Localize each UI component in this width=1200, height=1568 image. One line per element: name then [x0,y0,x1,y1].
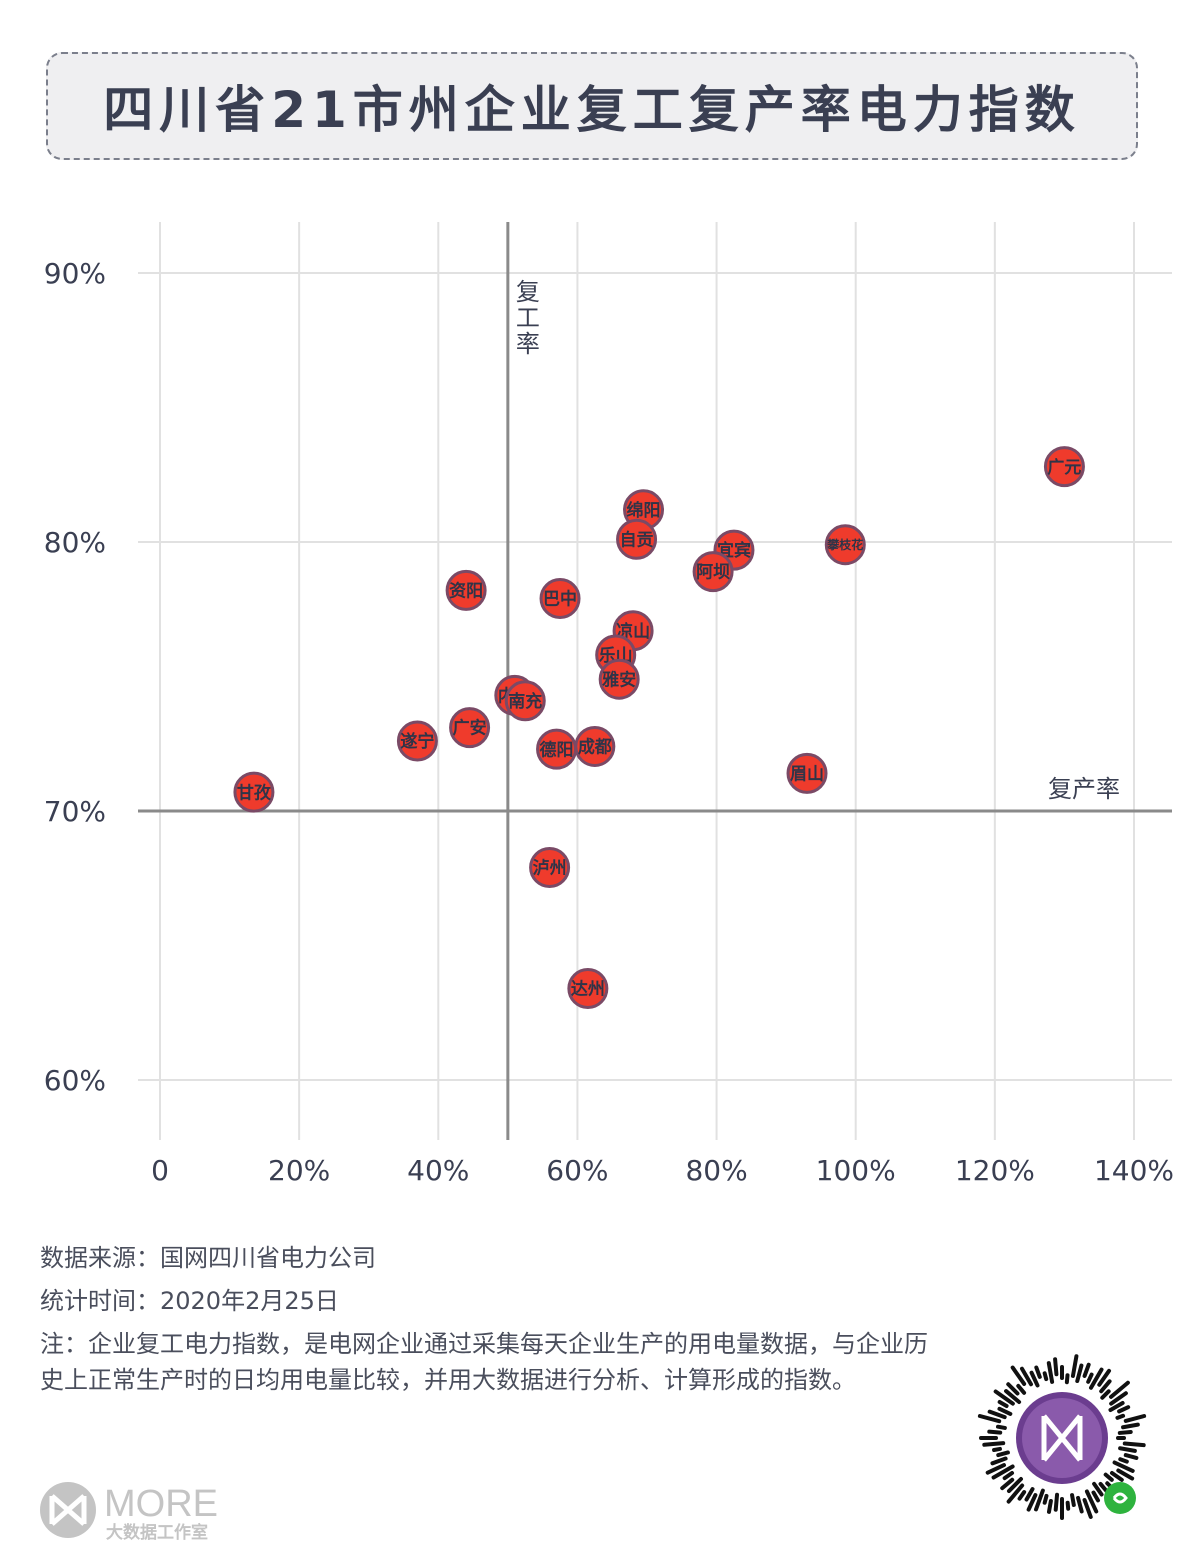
point-label: 自贡 [620,529,654,550]
data-point: 德阳 [536,728,578,770]
y-tick-label: 60% [44,1064,106,1097]
tick-labels: 0 20% 40% 60% 80% 100% 120% 140% 60% 70% 80% 90% [44,257,1174,1187]
page-title: 四川省21市州企业复工复产率电力指数 [103,81,1081,139]
point-label: 资阳 [449,581,483,602]
point-marker [1043,446,1085,488]
stat-time: 统计时间：2020年2月25日 [40,1287,339,1315]
data-point: 眉山 [786,752,828,794]
point-marker [786,752,828,794]
y-tick-label: 70% [44,795,106,828]
data-source: 数据来源：国网四川省电力公司 [40,1244,376,1272]
data-point: 达州 [567,968,609,1010]
point-label: 广安 [453,718,487,739]
data-point: 南充 [504,680,546,722]
point-label: 广元 [1047,457,1081,478]
data-points: 广元绵阳自贡宜宾攀枝花阿坝资阳巴中凉山乐山雅安内江南充广安遂宁成都德阳眉山甘孜泸… [233,446,1085,1010]
point-label: 成都 [578,737,612,758]
point-label: 达州 [571,979,605,1000]
logo-sub: 大数据工作室 [106,1522,208,1542]
point-marker [449,707,491,749]
point-label: 攀枝花 [827,537,863,552]
y-axis-title: 复工率 [516,278,540,358]
note: 注：企业复工电力指数，是电网企业通过采集每天企业生产的用电量数据，与企业历史上正… [40,1330,928,1394]
logo-main: MORE [104,1483,218,1525]
data-point: 泸州 [529,846,571,888]
x-tick-label: 100% [816,1154,896,1187]
grid [138,222,1172,1140]
x-tick-label: 80% [685,1154,747,1187]
data-point: 广元 [1043,446,1085,488]
point-marker [567,968,609,1010]
point-label: 甘孜 [237,782,272,803]
x-tick-label: 20% [268,1154,330,1187]
data-point: 成都 [574,725,616,767]
point-marker [824,524,866,566]
point-label: 泸州 [533,859,567,879]
more-logo: MORE 大数据工作室 [40,1482,218,1542]
point-label: 德阳 [540,739,574,760]
data-point: 雅安 [598,658,640,700]
point-marker [536,728,578,770]
point-marker [616,518,658,560]
data-point: 甘孜 [233,771,275,813]
point-label: 眉山 [790,764,824,784]
mini-program-code [977,1354,1147,1520]
x-tick-label: 0 [151,1154,169,1187]
point-marker [692,551,734,593]
point-label: 雅安 [601,669,636,690]
x-axis-title: 复产率 [1048,775,1120,803]
point-label: 遂宁 [400,731,434,752]
point-marker [396,720,438,762]
point-label: 巴中 [543,589,577,610]
point-marker [529,846,571,888]
data-point: 自贡 [616,518,658,560]
x-tick-label: 40% [407,1154,469,1187]
y-tick-label: 80% [44,526,106,559]
data-point: 巴中 [539,577,581,619]
data-point: 阿坝 [692,551,734,593]
point-marker [445,569,487,611]
point-label: 绵阳 [627,500,661,521]
data-point: 攀枝花 [824,524,866,566]
data-point: 遂宁 [396,720,438,762]
point-marker [504,680,546,722]
point-label: 阿坝 [696,563,730,583]
x-tick-label: 60% [546,1154,608,1187]
title-box: 四川省21市州企业复工复产率电力指数 [46,52,1138,160]
point-marker [539,577,581,619]
y-tick-label: 90% [44,257,106,290]
data-point: 广安 [449,707,491,749]
x-tick-label: 120% [955,1154,1035,1187]
x-tick-label: 140% [1094,1154,1174,1187]
data-point: 资阳 [445,569,487,611]
point-marker [233,771,275,813]
point-label: 南充 [508,691,542,712]
point-marker [598,658,640,700]
